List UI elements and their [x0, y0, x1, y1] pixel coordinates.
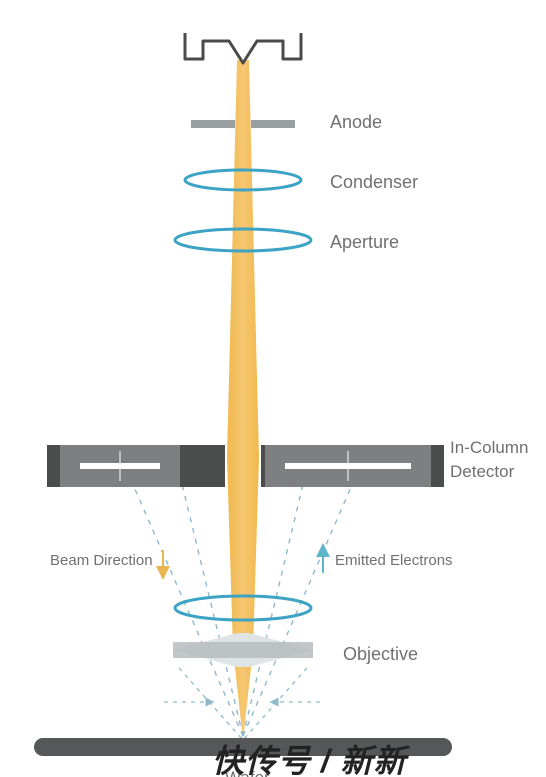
objective-core	[173, 642, 313, 658]
anode-plate-right	[251, 120, 295, 128]
detector-divider	[119, 451, 121, 481]
label-anode: Anode	[330, 112, 382, 133]
watermark-text: 快传号 / 新新	[212, 736, 407, 777]
detector-divider	[347, 451, 349, 481]
label-beam-direction: Beam Direction	[50, 552, 153, 569]
label-aperture: Aperture	[330, 232, 399, 253]
anode-plate-left	[191, 120, 235, 128]
label-emitted: Emitted Electrons	[335, 552, 453, 569]
label-detector-1: In-Column	[450, 438, 528, 458]
diagram-stage: Anode Condenser Aperture In-Column Detec…	[0, 0, 546, 777]
diagram-svg	[0, 0, 546, 777]
label-condenser: Condenser	[330, 172, 418, 193]
label-objective: Objective	[343, 644, 418, 665]
focus-line-right	[243, 668, 307, 740]
focus-line-left	[179, 668, 243, 740]
electron-gun	[185, 33, 301, 63]
label-detector-2: Detector	[450, 462, 514, 482]
